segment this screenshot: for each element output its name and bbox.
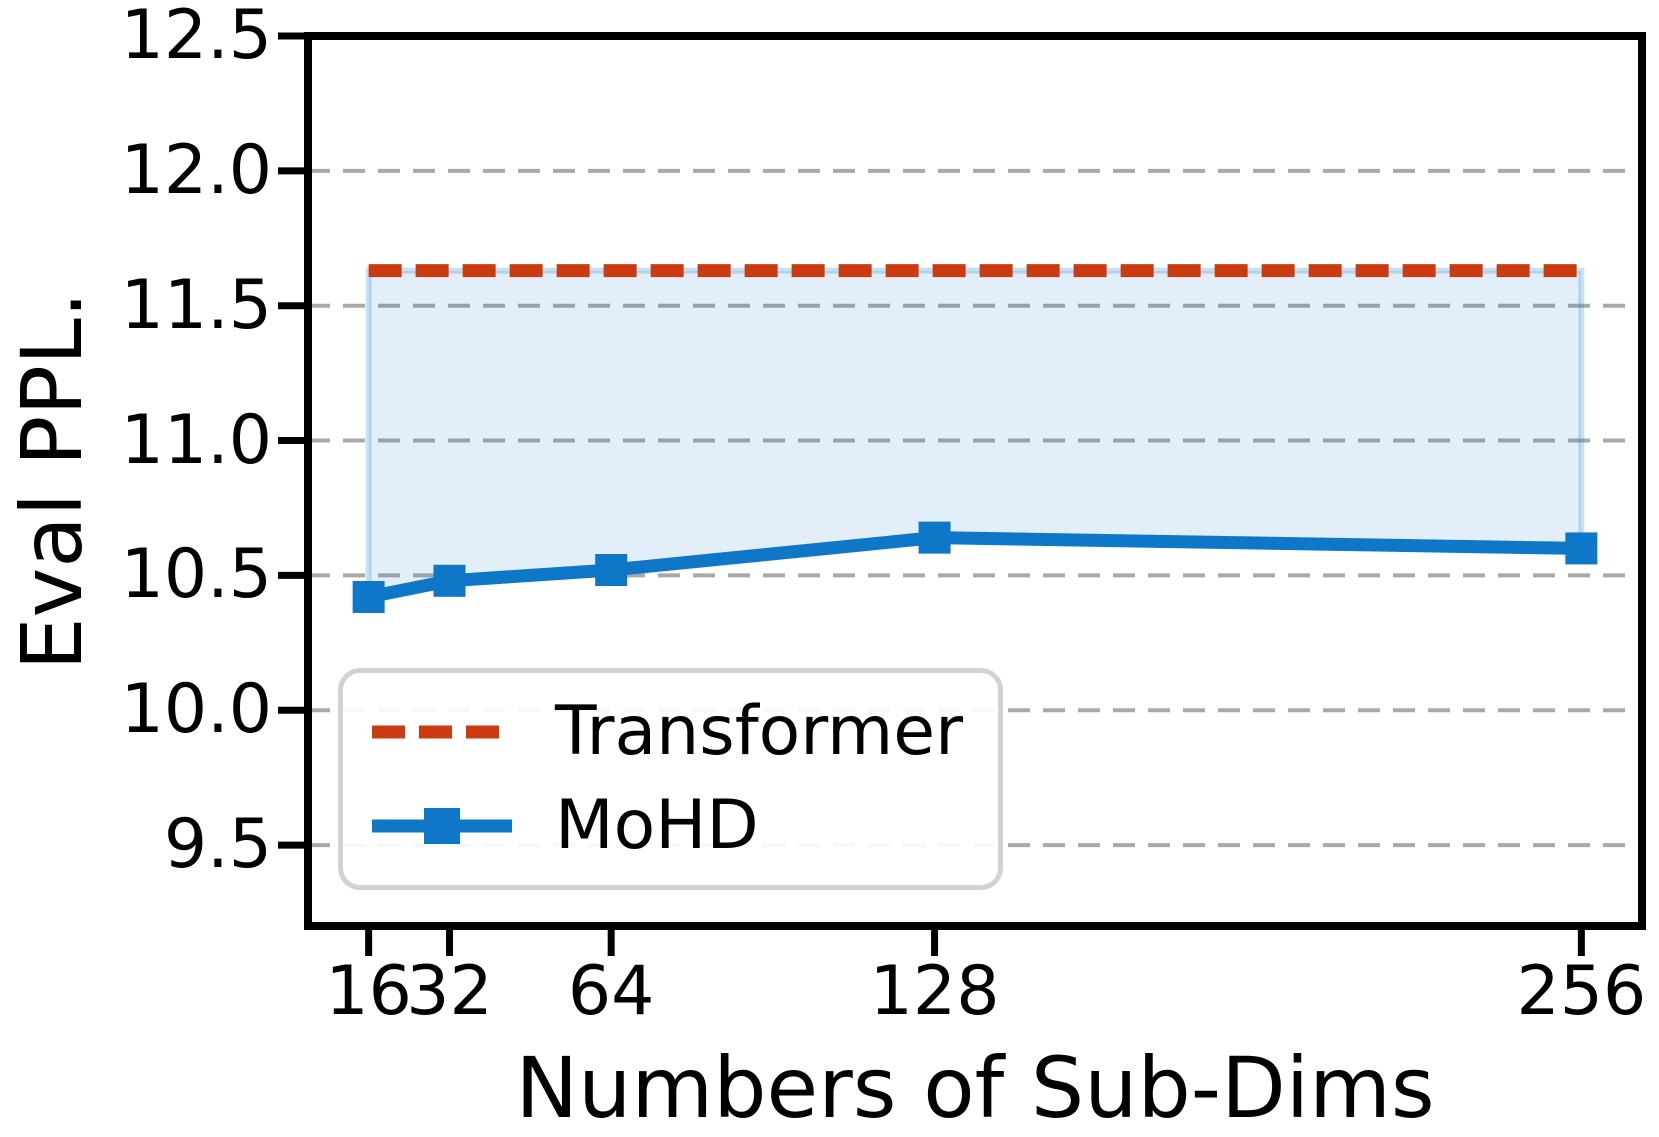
legend-label-transformer: Transformer (555, 692, 964, 771)
y-axis-title: Eval PPL. (3, 291, 101, 671)
legend-item-mohd: MoHD (367, 792, 974, 860)
x-tick-label: 128 (869, 952, 1000, 1031)
y-tick-label: 12.5 (120, 0, 272, 75)
x-tick-label: 64 (567, 952, 655, 1031)
y-tick-label: 11.5 (120, 265, 272, 345)
transformer-dashed-line-sample-icon (372, 725, 512, 739)
x-tick-label: 32 (406, 952, 493, 1031)
axes-spines (304, 32, 1646, 930)
y-tick-label: 10.5 (120, 535, 272, 615)
mohd-data-point-marker (1565, 532, 1598, 565)
y-tick-label: 12.0 (120, 130, 272, 210)
mohd-line-marker-sample-icon (372, 808, 512, 844)
y-tick-label: 10.0 (120, 670, 272, 750)
y-tick-label: 11.0 (120, 400, 272, 480)
x-axis-title: Numbers of Sub-Dims (515, 1039, 1435, 1137)
mohd-data-point-marker (918, 521, 951, 554)
legend-label-mohd: MoHD (555, 786, 759, 865)
y-tick-label: 9.5 (163, 805, 272, 885)
mohd-data-point-marker (352, 580, 385, 613)
x-tick-label: 16 (325, 952, 412, 1031)
x-tick-label: 256 (1516, 952, 1647, 1031)
legend-item-transformer: Transformer (367, 698, 974, 766)
legend: Transformer MoHD (338, 668, 1003, 890)
mohd-data-point-marker (595, 554, 628, 586)
mohd-data-point-marker (433, 564, 466, 597)
